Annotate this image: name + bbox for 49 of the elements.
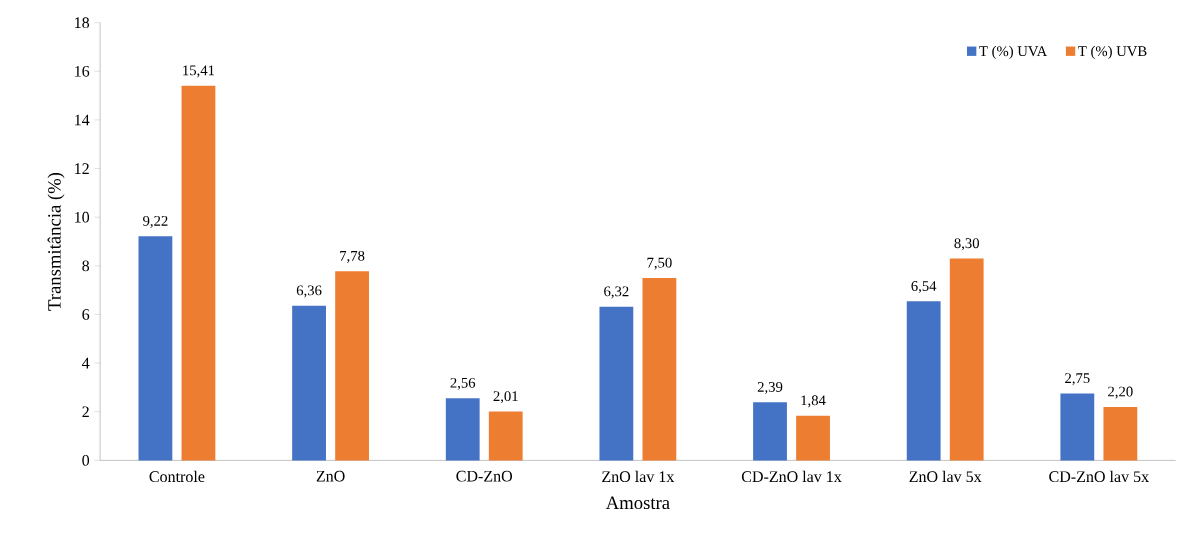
y-tick-label: 14	[75, 114, 90, 126]
bar	[642, 277, 677, 461]
y-tick-label: 6	[82, 309, 90, 320]
data-label: 6,54	[911, 281, 937, 294]
y-axis-title: Transmitância (%)	[47, 172, 65, 311]
bar	[949, 258, 984, 461]
legend-label: T (%) UVA	[979, 45, 1048, 60]
data-label: 2,75	[1065, 373, 1090, 386]
y-tick-label: 16	[75, 65, 90, 77]
bar	[335, 271, 369, 461]
bar	[906, 301, 941, 461]
x-tick-label: ZnO lav 1x	[602, 470, 675, 482]
y-tick-label: 18	[75, 17, 90, 29]
legend-label: T (%) UVB	[1078, 45, 1147, 60]
x-tick-label: ZnO lav 5x	[909, 470, 982, 482]
bar	[796, 415, 830, 461]
x-axis-title: Amostra	[605, 496, 670, 510]
y-tick-label: 4	[82, 357, 90, 369]
y-tick-label: 2	[82, 406, 89, 417]
bar	[181, 85, 216, 461]
x-tick-label: CD-ZnO lav 1x	[741, 470, 842, 482]
data-label: 6,36	[296, 285, 322, 298]
bar	[753, 402, 787, 461]
data-label: 2,39	[757, 381, 783, 394]
data-label: 2,20	[1108, 386, 1133, 399]
x-tick-label: Controle	[149, 470, 205, 482]
y-tick-label: 12	[75, 163, 89, 174]
data-label: 9,22	[143, 215, 168, 228]
bar	[1060, 393, 1095, 461]
y-tick-label: 0	[82, 454, 90, 466]
data-label: 15,41	[183, 65, 215, 78]
bar	[599, 306, 634, 461]
y-tick-label: 10	[75, 211, 90, 223]
bar	[1103, 406, 1138, 461]
x-tick-label: ZnO	[316, 470, 345, 482]
x-tick-label: CD-ZnO	[456, 470, 513, 482]
bar	[138, 236, 173, 461]
data-label: 2,56	[450, 377, 476, 390]
bar	[445, 398, 480, 461]
data-label: 1,84	[801, 395, 826, 408]
data-label: 7,50	[647, 257, 672, 270]
data-label: 7,78	[340, 250, 365, 263]
data-label: 2,01	[493, 391, 518, 404]
y-tick-label: 8	[82, 260, 90, 272]
x-tick-label: CD-ZnO lav 5x	[1049, 470, 1149, 482]
data-label: 8,30	[954, 238, 979, 251]
data-label: 6,32	[604, 286, 629, 299]
bar	[488, 411, 523, 461]
bar	[292, 305, 326, 461]
